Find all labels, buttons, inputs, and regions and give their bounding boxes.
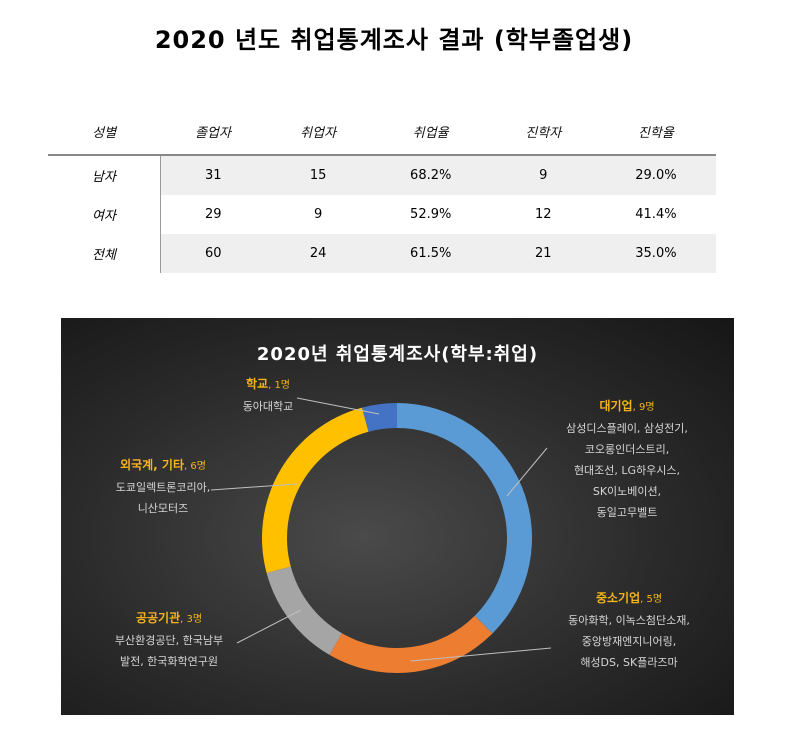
table-row: 여자 29 9 52.9% 12 41.4% <box>48 195 716 234</box>
header-employment-rate: 취업율 <box>412 125 449 141</box>
slice-detail: 해성DS, SK플라즈마 <box>580 656 678 669</box>
header-further-study: 진학자 <box>525 125 562 141</box>
table-cell: 12 <box>535 207 552 222</box>
slice-name: 공공기관 <box>135 611 181 625</box>
label-public: 공공기관, 3명 부산환경공단, 한국남부 발전, 한국화학연구원 <box>114 611 224 668</box>
row-label: 여자 <box>48 195 161 234</box>
slice-detail: 도쿄일렉트론코리아, <box>115 481 211 494</box>
slice-detail: 중앙방재엔지니어링, <box>581 635 677 648</box>
table-cell: 21 <box>490 234 596 273</box>
slice-detail: 동아화학, 이녹스첨단소재, <box>568 614 690 627</box>
slice-sme <box>329 615 493 673</box>
table-row: 전체 60 24 61.5% 21 35.0% <box>48 234 716 273</box>
table-cell: 24 <box>265 234 371 273</box>
slice-large-corp <box>397 403 532 634</box>
slice-detail: 니산모터즈 <box>137 502 189 515</box>
row-label: 남자 <box>48 155 161 195</box>
leader-line-public <box>236 609 302 644</box>
slice-detail: 현대조선, LG하우시스, <box>573 464 681 477</box>
header-further-study-rate: 진학율 <box>637 125 674 141</box>
chart-title: 2020년 취업통계조사(학부:취업) <box>256 344 539 365</box>
slice-name: 대기업 <box>599 399 633 413</box>
table-cell: 35.0% <box>595 234 716 273</box>
slice-count: 5명 <box>646 594 663 605</box>
slice-detail: 부산환경공단, 한국남부 <box>114 634 224 647</box>
label-large-corp: 대기업, 9명 삼성디스플레이, 삼성전기, 코오롱인더스트리, 현대조선, L… <box>566 399 688 519</box>
header-employed: 취업자 <box>300 125 337 141</box>
table-header-row: 성별 졸업자 취업자 취업율 진학자 진학율 <box>48 108 716 155</box>
slice-school <box>362 403 397 432</box>
table-cell: 68.2% <box>370 155 491 195</box>
table-cell: 61.5% <box>370 234 491 273</box>
donut-chart <box>210 397 552 673</box>
table-cell: 52.9% <box>410 207 452 222</box>
leader-line-large-corp <box>506 447 548 497</box>
slice-detail: 코오롱인더스트리, <box>584 443 670 456</box>
slice-detail: 동아대학교 <box>242 400 294 413</box>
table-cell: 15 <box>265 155 371 195</box>
slice-public <box>266 566 342 655</box>
leader-line-school <box>296 397 380 415</box>
leader-line-sme <box>410 647 552 662</box>
table-cell: 29.0% <box>595 155 716 195</box>
table-cell: 60 <box>160 234 266 273</box>
slice-count: 9명 <box>638 402 655 413</box>
leader-line-foreign-other <box>210 483 298 491</box>
label-sme: 중소기업, 5명 동아화학, 이녹스첨단소재, 중앙방재엔지니어링, 해성DS,… <box>568 591 690 669</box>
slice-count: 1명 <box>274 380 290 391</box>
slice-detail: 발전, 한국화학연구원 <box>119 655 219 668</box>
slice-foreign-other <box>262 407 369 573</box>
slice-name: 학교 <box>245 377 269 391</box>
label-foreign-other: 외국계, 기타, 6명 도쿄일렉트론코리아, 니산모터즈 <box>115 458 211 515</box>
slice-count: 6명 <box>190 461 206 472</box>
page-title: 2020 년도 취업통계조사 결과 (학부졸업생) <box>154 26 634 54</box>
slice-count: 3명 <box>186 614 203 625</box>
header-gender: 성별 <box>92 125 117 141</box>
row-label: 전체 <box>48 234 161 273</box>
table-cell: 41.4% <box>635 207 677 222</box>
slice-detail: 동일고무벨트 <box>596 506 658 519</box>
slice-name: 중소기업 <box>595 591 641 605</box>
label-school: 학교, 1명 동아대학교 <box>242 377 294 413</box>
table-cell: 9 <box>313 207 323 222</box>
header-graduates: 졸업자 <box>195 125 231 141</box>
chart-panel: 2020년 취업통계조사(학부:취업) 학교, 1명 동아대학교 대기업, 9명… <box>61 318 734 715</box>
slice-detail: 삼성디스플레이, 삼성전기, <box>566 422 688 435</box>
table-cell: 29 <box>205 207 222 222</box>
slice-name: 외국계, 기타 <box>120 458 184 472</box>
table-cell: 31 <box>160 155 266 195</box>
slice-detail: SK이노베이션, <box>592 485 662 498</box>
employment-stats-table: 성별 졸업자 취업자 취업율 진학자 진학율 남자 31 15 68.2% 9 … <box>48 108 716 273</box>
table-cell: 9 <box>490 155 596 195</box>
table-row: 남자 31 15 68.2% 9 29.0% <box>48 155 716 195</box>
